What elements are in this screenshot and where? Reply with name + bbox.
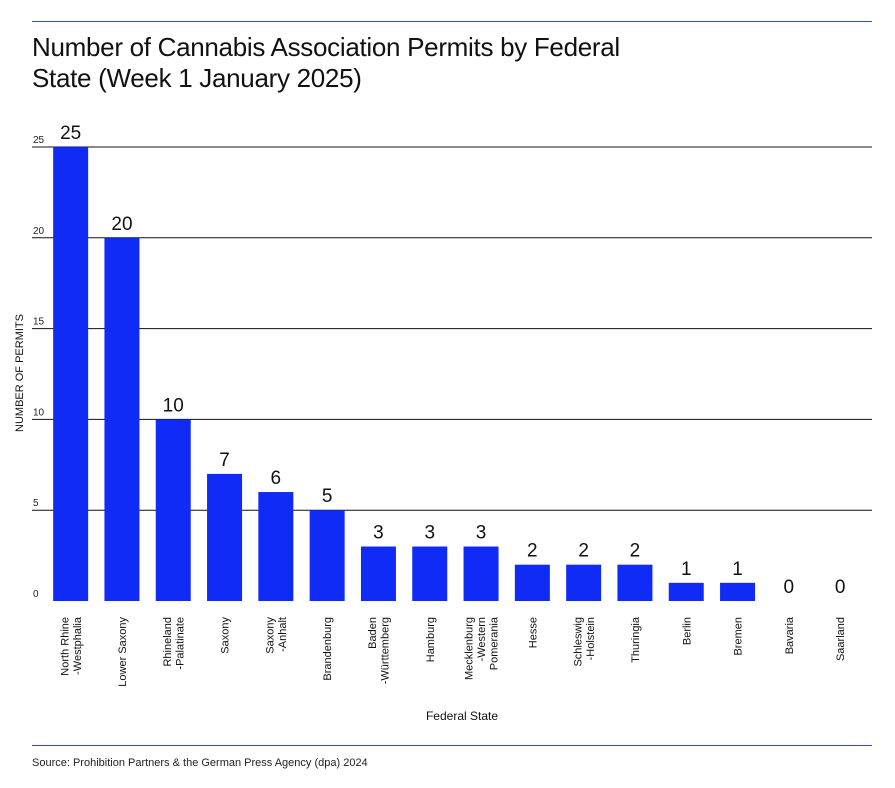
x-tick-label: Brandenburg [322,617,334,681]
x-tick-label: Saarland [835,617,847,661]
bar [53,147,89,601]
x-tick-label-line: Brandenburg [322,617,334,681]
x-tick-label: Baden -Württemberg [367,617,392,684]
x-tick-label-line: Berlin [681,617,693,645]
y-axis-title: NUMBER OF PERMITS [14,314,26,432]
x-tick-label: Schleswig -Holstein [572,617,597,667]
x-axis-title: Federal State [426,709,498,723]
data-label: 1 [681,559,692,580]
x-tick-label: Mecklenburg -Western Pomerania [464,616,501,680]
y-tick-label: 20 [33,226,45,237]
x-tick-label: Bavaria [784,616,796,654]
x-tick-label-line: -Holstein [585,617,597,660]
x-tick-label: Lower Saxony [117,617,129,687]
x-tick-label-line: Schleswig [572,617,584,667]
data-label: 7 [219,450,230,471]
bar [720,582,756,601]
data-label: 20 [111,214,132,235]
data-label: 6 [271,468,282,489]
data-label: 2 [527,541,538,562]
bar [566,564,602,601]
y-tick-label: 0 [33,589,39,600]
bar [360,546,396,601]
x-tick-label-line: -Western [476,617,488,661]
x-tick-label-line: Baden [367,617,379,649]
x-tick-label-line: -Anhalt [277,617,289,652]
x-tick-label-line: Bremen [733,617,745,656]
bar [155,419,191,601]
y-tick-label: 15 [33,317,45,328]
data-label: 2 [578,541,589,562]
data-label: 25 [60,123,81,144]
top-divider [32,21,872,22]
bar [412,546,448,601]
y-tick-label: 5 [33,498,39,509]
x-tick-label-line: Thuringia [630,616,642,663]
x-tick-label-line: Hamburg [425,617,437,662]
x-tick-label-line: North Rhine [59,617,71,676]
x-tick-label: Saxony [220,617,232,654]
x-tick-label: Bremen [733,617,745,656]
x-tick-label: Hamburg [425,617,437,662]
x-tick-label-line: Saarland [835,617,847,661]
x-tick-label: Hesse [527,617,539,648]
x-tick-label-line: Rhineland [162,617,174,667]
y-tick-label: 25 [33,135,45,146]
bar [514,564,550,601]
y-tick-label: 10 [33,407,45,418]
data-label: 2 [630,541,641,562]
data-label: 5 [322,486,333,507]
x-tick-label-line: Saxony [220,617,232,654]
chart-title: Number of Cannabis Association Permits b… [32,32,620,93]
x-tick-label-line: Pomerania [489,616,501,670]
bottom-divider [32,745,872,746]
bar [258,492,294,601]
x-tick-label-line: Saxony [265,617,277,654]
source-note: Source: Prohibition Partners & the Germa… [32,757,368,769]
x-tick-label: Thuringia [630,616,642,663]
bar [668,582,704,601]
x-tick-label-line: -Palatinate [175,617,187,670]
x-tick-label-line: Hesse [527,617,539,648]
x-tick-label: Berlin [681,617,693,645]
x-tick-label-line: Mecklenburg [464,617,476,680]
data-label: 3 [476,523,487,544]
x-tick-label: North Rhine -Westphalia [59,616,84,676]
x-tick-label: Saxony -Anhalt [265,617,290,654]
bar [617,564,653,601]
bar [309,510,345,601]
data-label: 3 [373,523,384,544]
bar [207,473,243,601]
data-label: 10 [163,395,184,416]
data-label: 0 [835,577,846,598]
x-tick-label: Rhineland -Palatinate [162,617,187,670]
bar [104,237,140,602]
data-label: 0 [784,577,795,598]
x-tick-label-line: Lower Saxony [117,617,129,687]
data-label: 3 [424,523,435,544]
x-tick-label-line: -Westphalia [72,616,84,675]
bar [463,546,499,601]
x-tick-label-line: -Württemberg [380,617,392,684]
data-label: 1 [732,559,743,580]
x-tick-label-line: Bavaria [784,616,796,654]
